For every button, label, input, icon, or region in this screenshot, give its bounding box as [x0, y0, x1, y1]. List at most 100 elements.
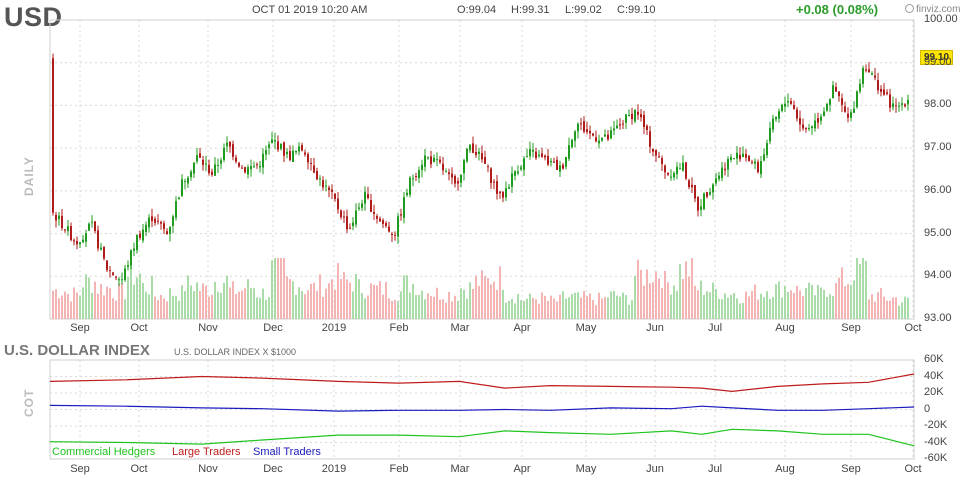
price-y-tick: 98.00: [924, 98, 952, 111]
volume-bar: [160, 294, 162, 319]
volume-bar: [643, 285, 645, 319]
candle-body: [52, 58, 54, 213]
cot-frame: [49, 359, 915, 460]
candle-body: [751, 161, 753, 163]
candle-body: [631, 113, 633, 120]
volume-bar: [211, 294, 213, 319]
volume-bar: [463, 289, 465, 319]
candle-body: [814, 120, 816, 129]
candle-body: [739, 154, 741, 160]
candle-body: [829, 99, 831, 105]
candle-body: [514, 171, 516, 176]
candle-body: [823, 111, 825, 116]
volume-bar: [847, 284, 849, 319]
candle-body: [205, 163, 207, 165]
candle-body: [907, 99, 909, 105]
volume-bar: [778, 281, 780, 319]
candle-body: [808, 127, 810, 130]
volume-bar: [604, 297, 606, 319]
candle-body: [91, 221, 93, 223]
candle-body: [385, 223, 387, 226]
candle-body: [604, 134, 606, 137]
candle-body: [784, 103, 786, 107]
candle-body: [235, 157, 237, 162]
volume-bar: [874, 301, 876, 319]
volume-bar: [169, 288, 171, 319]
candle-body: [529, 149, 531, 157]
volume-bar: [880, 288, 882, 319]
volume-bar: [592, 300, 594, 319]
volume-bar: [454, 295, 456, 319]
candle-body: [709, 192, 711, 195]
volume-bar: [97, 293, 99, 319]
volume-bar: [907, 297, 909, 319]
candle-body: [58, 215, 60, 220]
candle-body: [538, 154, 540, 157]
volume-bar: [565, 298, 567, 319]
open-value: O:99.04: [457, 4, 497, 16]
volume-bar: [184, 291, 186, 319]
candle-body: [853, 108, 855, 113]
volume-bar: [268, 297, 270, 319]
candle-body: [499, 191, 501, 194]
volume-bar: [748, 296, 750, 319]
candle-body: [811, 126, 813, 129]
candle-body: [433, 157, 435, 162]
candle-body: [574, 131, 576, 141]
candle-body: [172, 216, 174, 226]
volume-bar: [718, 298, 720, 319]
volume-bar: [688, 276, 690, 319]
price-x-tick: Apr: [513, 322, 531, 334]
candle-body: [286, 151, 288, 155]
volume-bar: [886, 300, 888, 319]
volume-bar: [112, 298, 114, 319]
ticker-symbol: USD: [4, 2, 63, 32]
candle-body: [754, 161, 756, 164]
volume-bar: [754, 284, 756, 319]
volume-bar: [667, 282, 669, 319]
candle-body: [697, 196, 699, 211]
finviz-logo[interactable]: finviz.com: [905, 4, 960, 15]
volume-bar: [895, 297, 897, 319]
volume-bar: [661, 288, 663, 319]
volume-bar: [625, 295, 627, 319]
volume-bar: [316, 290, 318, 319]
volume-bar: [460, 288, 462, 319]
last-price-tag: 99.10: [920, 50, 954, 66]
volume-bar: [145, 291, 147, 319]
candle-body: [556, 159, 558, 170]
candle-body: [541, 153, 543, 157]
candle-body: [646, 125, 648, 130]
candle-body: [688, 180, 690, 188]
candle-body: [733, 158, 735, 160]
cot-subtitle: U.S. DOLLAR INDEX X $1000: [174, 347, 297, 357]
volume-bar: [532, 297, 534, 319]
candle-body: [118, 279, 120, 281]
volume-bar: [580, 297, 582, 319]
candle-body: [838, 91, 840, 97]
candle-body: [85, 233, 87, 242]
candle-body: [73, 240, 75, 242]
candle-body: [430, 156, 432, 165]
volume-bar: [775, 284, 777, 319]
volume-bar: [418, 294, 420, 319]
candle-body: [445, 171, 447, 173]
volume-bar: [55, 289, 57, 319]
volume-bar: [856, 258, 858, 319]
candle-body: [391, 233, 393, 235]
candle-body: [103, 246, 105, 259]
volume-bar: [274, 258, 276, 319]
candle-body: [142, 229, 144, 241]
volume-bar: [427, 293, 429, 319]
volume-bar: [541, 292, 543, 319]
candle-body: [265, 150, 267, 155]
volume-bar: [559, 294, 561, 319]
candle-body: [214, 164, 216, 176]
cot-x-tick: Jun: [646, 463, 664, 475]
candle-body: [124, 268, 126, 281]
candle-body: [826, 103, 828, 111]
candle-body: [181, 179, 183, 197]
volume-bar: [109, 288, 111, 319]
price-y-tick: 100.00: [924, 13, 958, 25]
volume-bar: [208, 296, 210, 319]
